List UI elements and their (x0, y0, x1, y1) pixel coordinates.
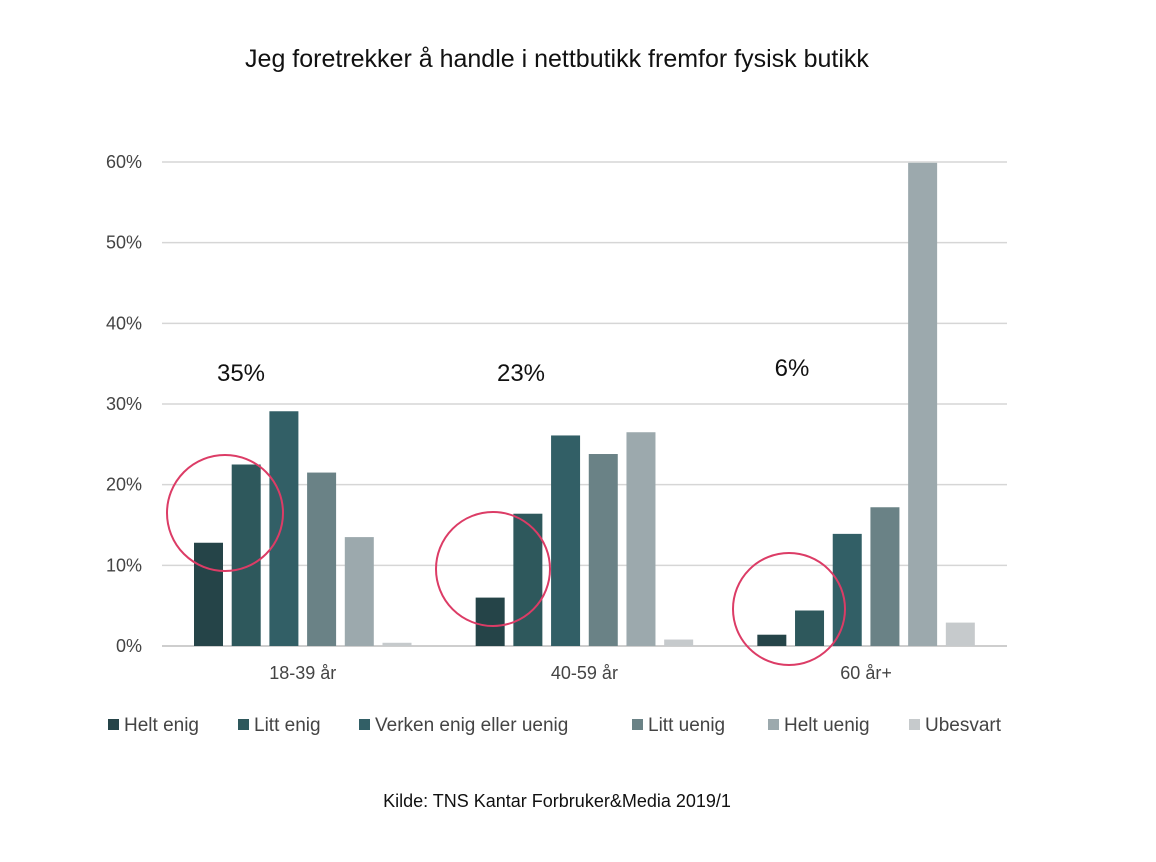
gridlines (162, 161, 1007, 647)
legend-swatch (909, 719, 920, 730)
bar-0-2 (269, 411, 299, 646)
source-note: Kilde: TNS Kantar Forbruker&Media 2019/1 (383, 791, 731, 811)
legend-label: Helt enig (124, 715, 199, 736)
legend-swatch (108, 719, 119, 730)
chart-title: Jeg foretrekker å handle i nettbutikk fr… (245, 45, 869, 73)
y-tick-label: 30% (106, 394, 142, 414)
legend-swatch (768, 719, 779, 730)
x-axis-categories: 18-39 år 40-59 år 60 år+ (269, 663, 892, 683)
legend-swatch (632, 719, 643, 730)
bar-0-1 (231, 464, 261, 646)
x-category-label: 60 år+ (840, 663, 892, 683)
highlight-circle (732, 552, 846, 666)
bar-1-4 (626, 432, 656, 646)
annotations: 35% 23% 6% (166, 355, 846, 666)
y-tick-label: 60% (106, 152, 142, 172)
y-tick-label: 0% (116, 636, 142, 656)
legend-label: Helt uenig (784, 715, 870, 736)
y-tick-label: 50% (106, 233, 142, 253)
y-tick-label: 40% (106, 313, 142, 333)
bar-1-2 (551, 435, 581, 646)
bar-2-4 (908, 162, 938, 646)
bar-1-0 (475, 597, 505, 646)
legend-label: Ubesvart (925, 715, 1002, 736)
annotation-label: 35% (217, 360, 265, 387)
bar-2-5 (945, 622, 975, 646)
legend-label: Verken enig eller uenig (375, 715, 568, 736)
bar-0-4 (344, 537, 374, 646)
highlight-circle (166, 454, 284, 572)
legend-label: Litt uenig (648, 715, 725, 736)
legend-swatch (359, 719, 370, 730)
legend: Helt enig Litt enig Verken enig eller ueni… (108, 715, 1002, 736)
bar-2-3 (870, 507, 900, 646)
bar-0-3 (307, 472, 337, 646)
highlight-circle (435, 511, 551, 627)
bar-2-2 (832, 533, 862, 646)
y-tick-label: 20% (106, 475, 142, 495)
y-axis-ticks: 0% 10% 20% 30% 40% 50% 60% (106, 152, 142, 656)
bar-1-1 (513, 513, 543, 646)
annotation-label: 23% (497, 360, 545, 387)
x-category-label: 40-59 år (551, 663, 618, 683)
legend-swatch (238, 719, 249, 730)
bars (194, 162, 975, 646)
bar-2-1 (795, 610, 825, 646)
annotation-label: 6% (775, 355, 810, 382)
x-category-label: 18-39 år (269, 663, 336, 683)
bar-0-5 (382, 642, 412, 646)
bar-0-0 (194, 542, 223, 646)
y-tick-label: 10% (106, 555, 142, 575)
bar-1-3 (588, 454, 618, 646)
legend-label: Litt enig (254, 715, 321, 736)
bar-2-0 (757, 634, 787, 646)
bar-1-5 (664, 639, 694, 646)
